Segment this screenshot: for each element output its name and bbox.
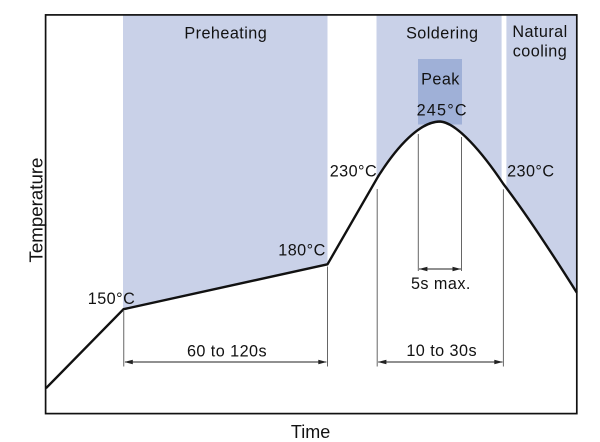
svg-text:230°C: 230°C xyxy=(507,163,554,181)
svg-text:Temperature: Temperature xyxy=(25,158,46,263)
svg-text:Time: Time xyxy=(291,422,330,442)
svg-text:60 to 120s: 60 to 120s xyxy=(187,343,267,361)
svg-text:180°C: 180°C xyxy=(278,242,325,260)
svg-text:Peak: Peak xyxy=(421,70,460,88)
svg-text:230°C: 230°C xyxy=(330,162,377,180)
svg-text:Soldering: Soldering xyxy=(406,25,478,43)
svg-text:Natural: Natural xyxy=(512,23,567,41)
svg-text:150°C: 150°C xyxy=(88,290,135,308)
svg-text:245°C: 245°C xyxy=(417,102,468,120)
svg-text:5s max.: 5s max. xyxy=(411,275,471,293)
svg-text:10 to 30s: 10 to 30s xyxy=(406,342,477,360)
svg-text:cooling: cooling xyxy=(513,43,567,61)
svg-text:Preheating: Preheating xyxy=(184,25,267,43)
